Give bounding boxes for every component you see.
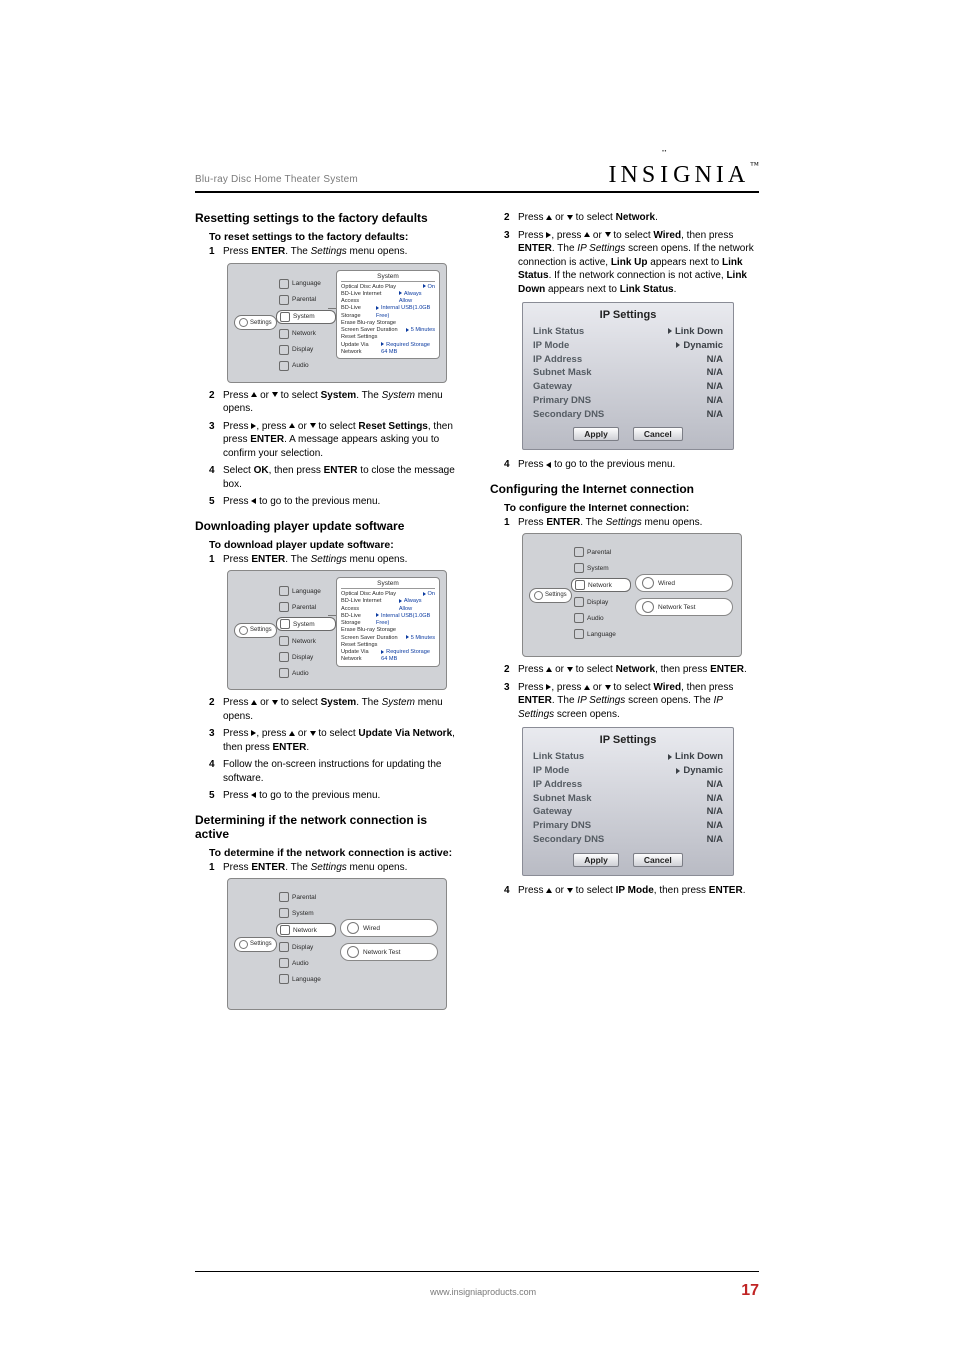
section-sub-reset: To reset settings to the factory default…	[209, 231, 464, 243]
footer-url: www.insigniaproducts.com	[225, 1287, 741, 1297]
brand-logo: INSI¨GNIA™	[609, 162, 760, 189]
columns: Resetting settings to the factory defaul…	[195, 201, 759, 1016]
steps-download-a: 1Press ENTER. The Settings menu opens.	[209, 553, 464, 567]
ip-rows: Link StatusLink DownIP ModeDynamicIP Add…	[533, 325, 723, 421]
header-rule	[195, 191, 759, 193]
header: Blu-ray Disc Home Theater System INSI¨GN…	[195, 162, 759, 189]
footer-rule	[195, 1271, 759, 1273]
section-title-reset: Resetting settings to the factory defaul…	[195, 211, 464, 225]
page-number: 17	[741, 1282, 759, 1300]
sys-callout-rows: Optical Disc Auto PlayOnBD-Live Internet…	[341, 284, 435, 357]
system-settings-screenshot: Settings LanguageParentalSystemNetworkDi…	[227, 263, 447, 383]
gear-icon	[239, 318, 248, 327]
apply-button[interactable]: Apply	[573, 427, 619, 441]
steps-configure-a: 1Press ENTER. The Settings menu opens.	[504, 516, 759, 530]
gear-icon	[534, 591, 543, 600]
section-sub-determine: To determine if the network connection i…	[209, 847, 464, 859]
right-column: 2Press or to select Network.3Press , pre…	[490, 201, 759, 1016]
steps-reset-b: 2Press or to select System. The System m…	[209, 389, 464, 509]
system-settings-screenshot-2: Settings LanguageParentalSystemNetworkDi…	[227, 570, 447, 690]
network-settings-screenshot-2: Settings ParentalSystemNetworkDisplayAud…	[522, 533, 742, 657]
steps-configure-c: 4Press or to select IP Mode, then press …	[504, 884, 759, 898]
apply-button[interactable]: Apply	[573, 853, 619, 867]
cancel-button[interactable]: Cancel	[633, 853, 683, 867]
sys-menu-list: LanguageParentalSystemNetworkDisplayAudi…	[276, 274, 336, 376]
section-title-configure: Configuring the Internet connection	[490, 482, 759, 496]
section-sub-download: To download player update software:	[209, 539, 464, 551]
sys-callout: System Optical Disc Auto PlayOnBD-Live I…	[336, 270, 440, 360]
steps-configure-b: 2Press or to select Network, then press …	[504, 663, 759, 721]
steps-download-b: 2Press or to select System. The System m…	[209, 696, 464, 803]
section-sub-configure: To configure the Internet connection:	[504, 502, 759, 514]
product-line: Blu-ray Disc Home Theater System	[195, 174, 358, 185]
left-column: Resetting settings to the factory defaul…	[195, 201, 464, 1016]
settings-pill: Settings	[234, 315, 277, 330]
page: Blu-ray Disc Home Theater System INSI¨GN…	[0, 0, 954, 1350]
gear-icon	[239, 626, 248, 635]
steps-reset: 1Press ENTER. The Settings menu opens.	[209, 245, 464, 259]
ip-settings-box-1: IP Settings Link StatusLink DownIP ModeD…	[522, 302, 734, 450]
section-title-download: Downloading player update software	[195, 519, 464, 533]
cancel-button[interactable]: Cancel	[633, 427, 683, 441]
section-title-determine: Determining if the network connection is…	[195, 813, 464, 841]
steps-determine: 1Press ENTER. The Settings menu opens.	[209, 861, 464, 875]
gear-icon	[239, 940, 248, 949]
steps-right-mid: 4Press to go to the previous menu.	[504, 458, 759, 472]
network-settings-screenshot: Settings ParentalSystemNetworkDisplayAud…	[227, 878, 447, 1010]
steps-right-top: 2Press or to select Network.3Press , pre…	[504, 211, 759, 296]
ip-settings-box-2: IP Settings Link StatusLink DownIP ModeD…	[522, 727, 734, 875]
footer: www.insigniaproducts.com 17	[195, 1282, 759, 1300]
